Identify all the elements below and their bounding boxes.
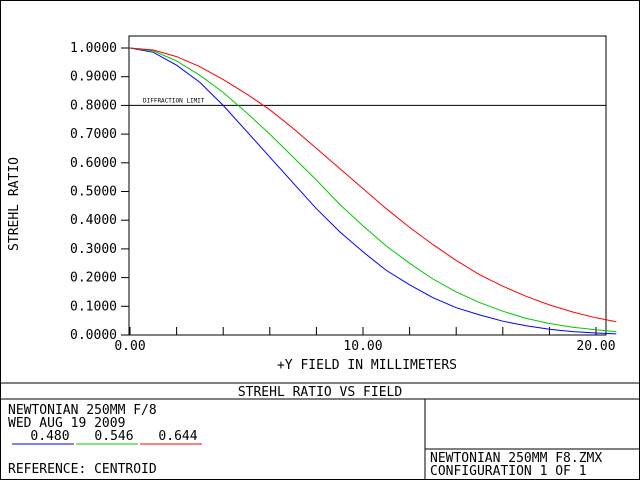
y-tick-label: 0.2000 bbox=[70, 271, 117, 286]
y-tick-label: 0.7000 bbox=[70, 127, 117, 142]
x-tick-label: 10.00 bbox=[343, 339, 382, 354]
series-line-3 bbox=[129, 47, 617, 323]
series-lines bbox=[129, 47, 617, 335]
y-tick-label: 0.9000 bbox=[70, 70, 117, 85]
y-tick-label: 0.8000 bbox=[70, 98, 117, 113]
y-tick-label: 0.0000 bbox=[70, 328, 117, 343]
y-axis: 1.0000 0.9000 0.8000 0.7000 0.6000 0.5000 0.40… bbox=[70, 41, 129, 343]
series-line-2 bbox=[129, 47, 617, 333]
y-tick-label: 0.1000 bbox=[70, 299, 117, 314]
reference-text: REFERENCE: CENTROID bbox=[8, 462, 157, 477]
y-tick-label: 0.3000 bbox=[70, 242, 117, 257]
series-line-1 bbox=[129, 47, 617, 335]
plot-frame bbox=[128, 35, 607, 336]
y-tick-label: 0.5000 bbox=[70, 185, 117, 200]
y-axis-label: STREHL RATIO bbox=[7, 157, 22, 251]
x-tick-label: 20.00 bbox=[576, 339, 615, 354]
configuration-text: CONFIGURATION 1 OF 1 bbox=[430, 464, 587, 479]
y-tick-label: 0.6000 bbox=[70, 156, 117, 171]
y-tick-label: 1.0000 bbox=[70, 41, 117, 56]
file-name: NEWTONIAN 250MM F8.ZMX bbox=[430, 451, 602, 466]
footer-title: STREHL RATIO VS FIELD bbox=[238, 385, 403, 400]
lens-title: NEWTONIAN 250MM F/8 bbox=[8, 403, 157, 418]
x-axis: 0.00 10.00 20.00 bbox=[114, 327, 616, 354]
x-tick-label: 0.00 bbox=[114, 339, 145, 354]
y-tick-label: 0.4000 bbox=[70, 213, 117, 228]
legend: 0.480 0.546 0.644 bbox=[12, 429, 202, 445]
legend-label: 0.644 bbox=[158, 429, 197, 444]
date-text: WED AUG 19 2009 bbox=[8, 416, 125, 431]
x-axis-label: +Y FIELD IN MILLIMETERS bbox=[277, 358, 457, 373]
legend-label: 0.546 bbox=[94, 429, 133, 444]
legend-label: 0.480 bbox=[30, 429, 69, 444]
diffraction-limit-label: DIFFRACTION LIMIT bbox=[143, 97, 205, 104]
